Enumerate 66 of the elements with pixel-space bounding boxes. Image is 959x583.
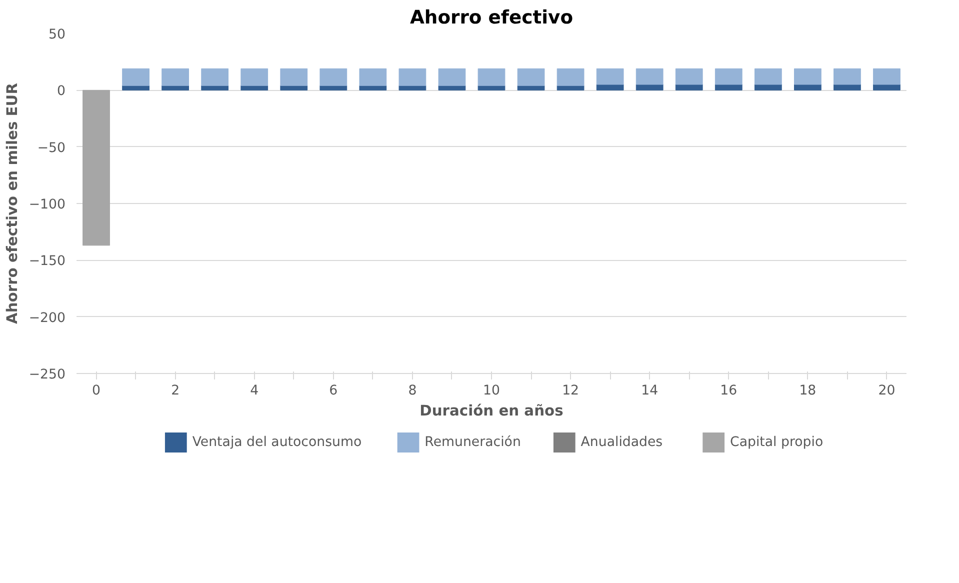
- bar: [122, 85, 150, 90]
- y-tick-label: −250: [28, 368, 66, 382]
- y-tick-label: −150: [28, 254, 66, 270]
- legend-label: Remuneración: [424, 435, 521, 450]
- x-tick-label: 0: [92, 384, 101, 398]
- bar: [596, 84, 624, 90]
- x-tick-label: 14: [641, 384, 658, 398]
- x-axis-title: Duración en años: [420, 402, 564, 420]
- bar: [201, 85, 229, 90]
- y-tick-label: −200: [28, 310, 66, 326]
- x-tick-label: 18: [799, 384, 816, 398]
- bar: [556, 68, 584, 86]
- bar: [834, 84, 861, 90]
- x-tick-label: 16: [720, 384, 738, 398]
- bar: [714, 84, 742, 90]
- y-tick-label: 0: [57, 84, 66, 100]
- x-tick-label: 4: [250, 384, 259, 398]
- y-tick-label: −50: [37, 140, 66, 156]
- bar: [834, 68, 861, 85]
- bar: [359, 85, 387, 90]
- bar: [438, 85, 466, 90]
- legend-label: Ventaja del autoconsumo: [192, 435, 362, 450]
- bar: [636, 84, 664, 90]
- bar: [398, 85, 426, 90]
- bar: [754, 68, 782, 85]
- x-tick-label: 10: [483, 384, 500, 398]
- bar: [438, 68, 466, 86]
- bar: [478, 68, 506, 86]
- x-tick-label: 6: [329, 384, 338, 398]
- bar: [596, 68, 624, 85]
- bar: [320, 68, 348, 86]
- bar: [873, 68, 900, 85]
- x-tick-label: 12: [562, 384, 580, 398]
- bar: [240, 68, 268, 86]
- bar: [794, 84, 822, 90]
- bar: [280, 85, 308, 90]
- bar: [675, 84, 703, 90]
- bar: [714, 68, 742, 85]
- bar: [122, 68, 150, 86]
- bar: [280, 68, 308, 86]
- bar: [636, 68, 664, 85]
- bar: [675, 68, 703, 85]
- x-tick-label: 20: [878, 384, 896, 398]
- bar: [240, 85, 268, 90]
- bar: [320, 85, 348, 90]
- legend-label: Capital propio: [730, 435, 824, 450]
- bar: [162, 68, 189, 86]
- legend-label: Anualidades: [580, 435, 663, 450]
- bar: [359, 68, 387, 86]
- bar: [517, 68, 545, 86]
- x-tick-label: 2: [171, 384, 180, 398]
- bar: [478, 85, 506, 90]
- bar: [162, 85, 189, 90]
- bar: [201, 68, 229, 86]
- chart-title: Ahorro efectivo: [410, 8, 574, 28]
- y-tick-label: −100: [28, 198, 66, 212]
- bar: [556, 85, 584, 90]
- bar: [517, 85, 545, 90]
- bar: [754, 84, 782, 90]
- bar: [398, 68, 426, 86]
- y-axis-title: Ahorro efectivo en miles EUR: [4, 83, 21, 324]
- bar: [82, 90, 110, 246]
- y-tick-label: 50: [48, 28, 66, 42]
- x-tick-label: 8: [408, 384, 417, 398]
- bar: [794, 68, 822, 85]
- bar: [873, 84, 900, 90]
